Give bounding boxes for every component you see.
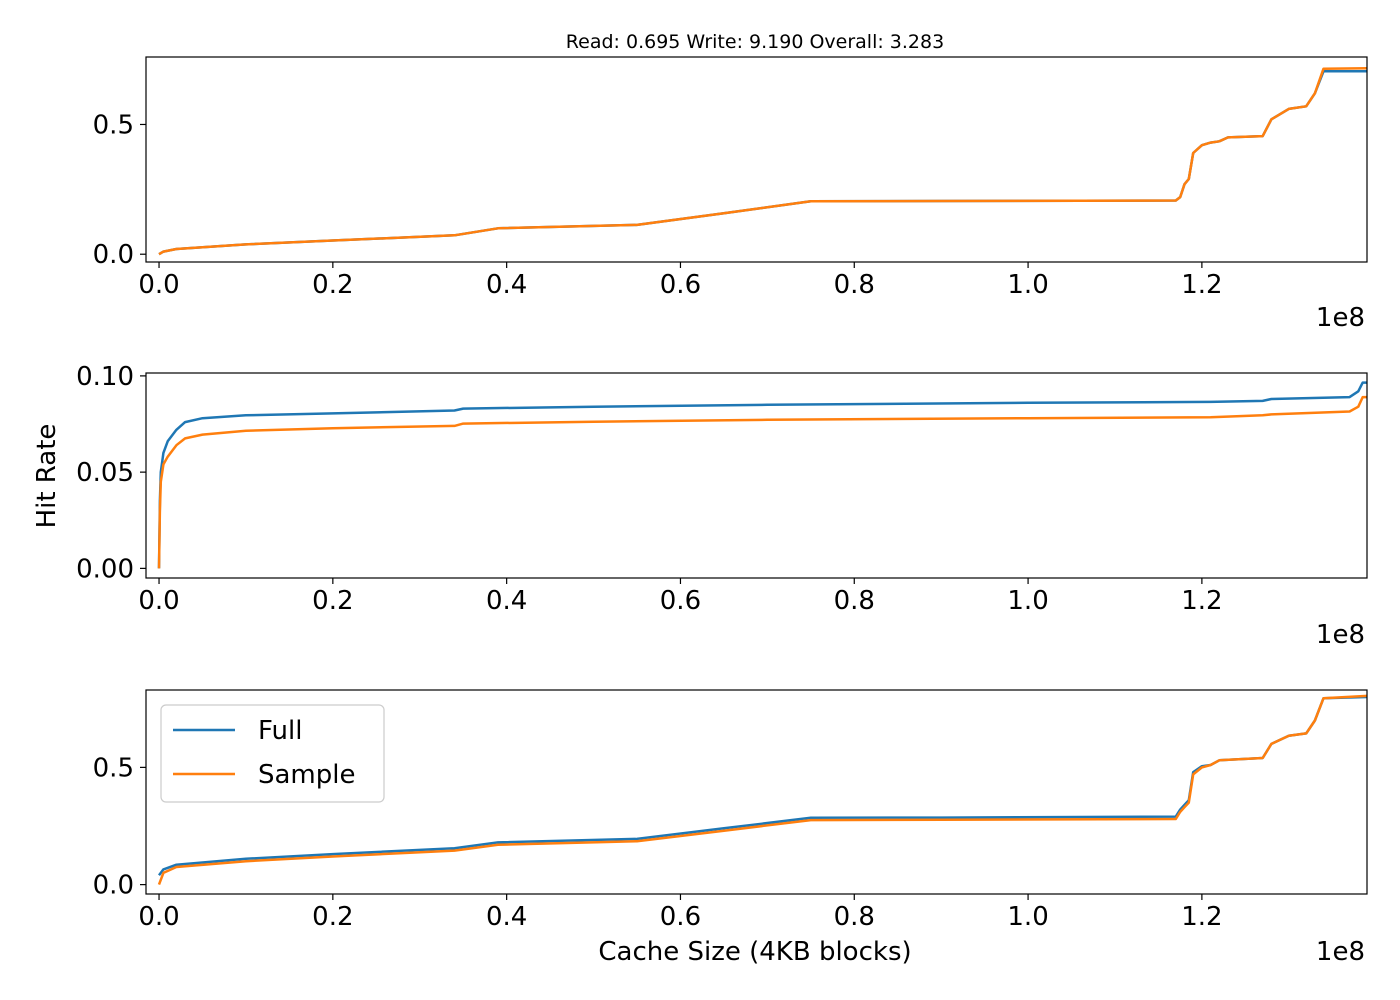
y-tick-label: 0.0: [93, 871, 134, 901]
y-tick-label: 0.05: [76, 458, 134, 488]
y-tick-label: 0.0: [93, 240, 134, 270]
legend-label-sample: Sample: [258, 760, 356, 790]
plot-frame-top: [145, 56, 1368, 263]
x-tick-label: 0.2: [312, 902, 353, 932]
x-tick-label: 0.2: [312, 270, 353, 300]
x-tick-label: 1.2: [1181, 902, 1222, 932]
x-tick-label: 1.0: [1007, 270, 1048, 300]
x-tick-label: 0.8: [834, 586, 875, 616]
x-tick-label: 1.2: [1181, 586, 1222, 616]
x-tick-label: 0.6: [660, 270, 701, 300]
series-line-sample-middle: [157, 395, 1367, 569]
x-tick-label: 0.0: [138, 586, 179, 616]
panel-middle: 0.0 0.2 0.4 0.6 0.8 1.0 1.2 0.00 0.05 0.10: [76, 362, 1368, 616]
x-tick-label: 0.0: [138, 270, 179, 300]
x-exponent-label-top: 1e8: [1316, 303, 1365, 333]
x-tick-label: 0.6: [660, 902, 701, 932]
figure-title: Read: 0.695 Write: 9.190 Overall: 3.283: [566, 31, 944, 53]
y-tick-label: 0.10: [76, 362, 134, 392]
series-line-sample-top: [158, 66, 1367, 256]
x-tick-label: 0.8: [834, 902, 875, 932]
x-tick-label: 0.4: [486, 270, 527, 300]
legend-label-full: Full: [258, 716, 302, 746]
x-tick-label: 0.8: [834, 270, 875, 300]
x-tick-label: 0.4: [486, 902, 527, 932]
x-exponent-label-middle: 1e8: [1316, 620, 1365, 650]
y-tick-label: 0.5: [93, 753, 134, 783]
x-tick-label: 1.0: [1007, 902, 1048, 932]
series-line-sample-bottom: [157, 694, 1367, 886]
x-tick-label: 0.6: [660, 586, 701, 616]
legend: Full Sample: [160, 704, 385, 803]
panel-bottom: 0.0 0.2 0.4 0.6 0.8 1.0 1.2 0.0 0.5: [93, 689, 1368, 932]
x-tick-label: 1.0: [1007, 586, 1048, 616]
series-line-full-top: [158, 70, 1367, 256]
x-exponent-label-bottom: 1e8: [1316, 937, 1365, 967]
y-tick-label: 0.00: [76, 554, 134, 584]
y-axis-label: Hit Rate: [32, 424, 62, 529]
x-tick-label: 0.0: [138, 902, 179, 932]
plot-frame-bottom: [145, 689, 1368, 895]
y-tick-label: 0.5: [93, 110, 134, 140]
x-tick-label: 0.4: [486, 586, 527, 616]
x-tick-label: 0.2: [312, 586, 353, 616]
x-axis-label: Cache Size (4KB blocks): [598, 937, 911, 967]
panel-top: 0.0 0.2 0.4 0.6 0.8 1.0 1.2 0.0 0.5: [93, 56, 1368, 300]
x-tick-label: 1.2: [1181, 270, 1222, 300]
series-line-full-middle: [157, 381, 1367, 569]
plot-frame-middle: [145, 372, 1368, 579]
